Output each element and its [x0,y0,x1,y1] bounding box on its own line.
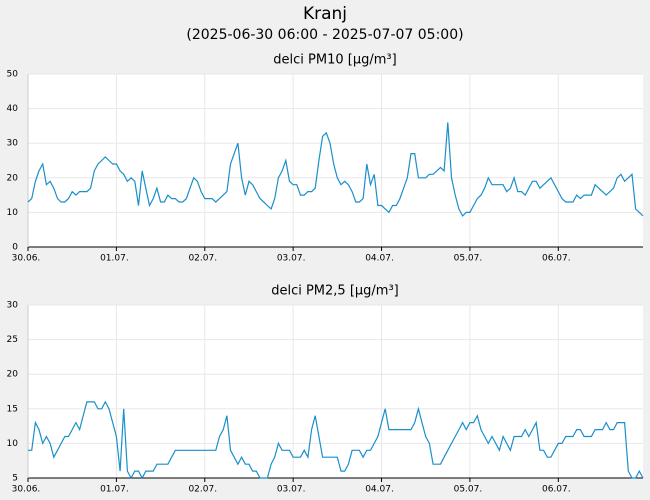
x-tick-label: 01.07. [100,485,129,495]
plot-area [28,305,643,478]
page-title: Kranj [303,4,347,24]
y-tick-label: 50 [7,70,19,80]
x-tick-label: 30.06. [12,254,41,264]
x-tick-label: 02.07. [188,254,217,264]
data-line [27,122,644,217]
y-tick-label: 5 [12,474,18,484]
x-tick-label: 05.07. [454,485,483,495]
y-tick-label: 0 [12,243,18,253]
plot-area [28,74,643,247]
y-tick-label: 10 [7,208,19,218]
x-tick-label: 06.07. [542,485,571,495]
y-tick-label: 20 [7,173,19,183]
chart-title: delci PM2,5 [µg/m³] [271,284,399,299]
x-tick-label: 30.06. [12,485,41,495]
page-subtitle: (2025-06-30 06:00 - 2025-07-07 05:00) [186,27,463,43]
y-tick-label: 30 [7,301,19,311]
y-tick-label: 15 [7,404,18,414]
y-tick-label: 25 [7,335,18,345]
x-tick-label: 05.07. [454,254,483,264]
y-tick-label: 20 [7,370,19,380]
chart-title: delci PM10 [µg/m³] [273,53,396,68]
x-tick-label: 04.07. [365,485,394,495]
x-tick-label: 01.07. [100,254,129,264]
x-tick-label: 04.07. [365,254,394,264]
x-tick-label: 02.07. [188,485,217,495]
y-tick-label: 30 [7,139,19,149]
y-tick-label: 40 [7,104,19,114]
y-tick-label: 10 [7,439,19,449]
x-tick-label: 03.07. [277,254,306,264]
data-line [28,400,644,480]
x-tick-label: 06.07. [542,254,571,264]
x-tick-label: 03.07. [277,485,306,495]
